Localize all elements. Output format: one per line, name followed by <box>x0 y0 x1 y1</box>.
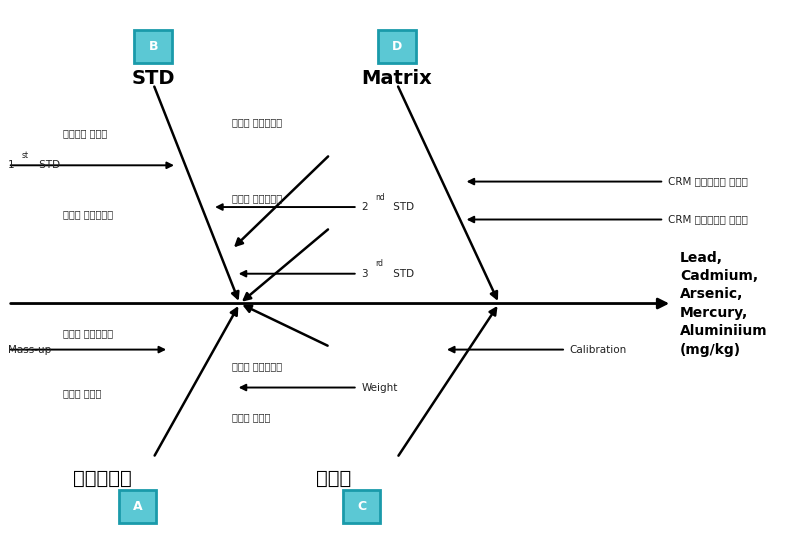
Text: 저율의 안정성: 저율의 안정성 <box>232 412 270 422</box>
FancyBboxPatch shape <box>378 29 416 62</box>
Text: nd: nd <box>376 193 385 202</box>
Text: 저율의 교정성적서: 저율의 교정성적서 <box>232 193 282 203</box>
Text: CRM 시료측정의 회수율: CRM 시료측정의 회수율 <box>668 215 748 224</box>
Text: B: B <box>149 40 158 53</box>
Text: STD: STD <box>131 69 175 88</box>
Text: C: C <box>357 500 366 513</box>
FancyBboxPatch shape <box>119 490 156 524</box>
FancyBboxPatch shape <box>343 490 380 524</box>
Text: st: st <box>22 151 29 160</box>
Text: Matrix: Matrix <box>362 69 432 88</box>
Text: Mass-up: Mass-up <box>8 345 51 354</box>
Text: 저율의 궐정성적서: 저율의 궐정성적서 <box>63 328 113 338</box>
Text: A: A <box>133 500 142 513</box>
Text: CRM 시료측정의 반복성: CRM 시료측정의 반복성 <box>668 177 748 186</box>
Text: 표준물질 인증서: 표준물질 인증서 <box>63 128 107 138</box>
Text: Lead,
Cadmium,
Arsenic,
Mercury,
Aluminiium
(mg/kg): Lead, Cadmium, Arsenic, Mercury, Alumini… <box>680 250 767 357</box>
Text: 저율의 교정성적서: 저율의 교정성적서 <box>232 361 282 371</box>
Text: 2: 2 <box>362 202 368 212</box>
Text: rd: rd <box>376 260 384 268</box>
Text: STD: STD <box>36 160 61 170</box>
FancyBboxPatch shape <box>134 29 172 62</box>
Text: STD: STD <box>390 202 414 212</box>
Text: 3: 3 <box>362 269 368 279</box>
Text: 저율의 교정성적서: 저율의 교정성적서 <box>232 117 282 127</box>
Text: 저율의 안정성: 저율의 안정성 <box>63 388 101 398</box>
Text: 검량선: 검량선 <box>317 468 351 488</box>
Text: D: D <box>391 40 402 53</box>
Text: Calibration: Calibration <box>570 345 627 354</box>
Text: 저율의 교정성적서: 저율의 교정성적서 <box>63 209 113 219</box>
Text: 1: 1 <box>8 160 14 170</box>
Text: STD: STD <box>390 269 414 279</box>
Text: Weight: Weight <box>362 383 398 392</box>
Text: 시료전처리: 시료전처리 <box>73 468 131 488</box>
